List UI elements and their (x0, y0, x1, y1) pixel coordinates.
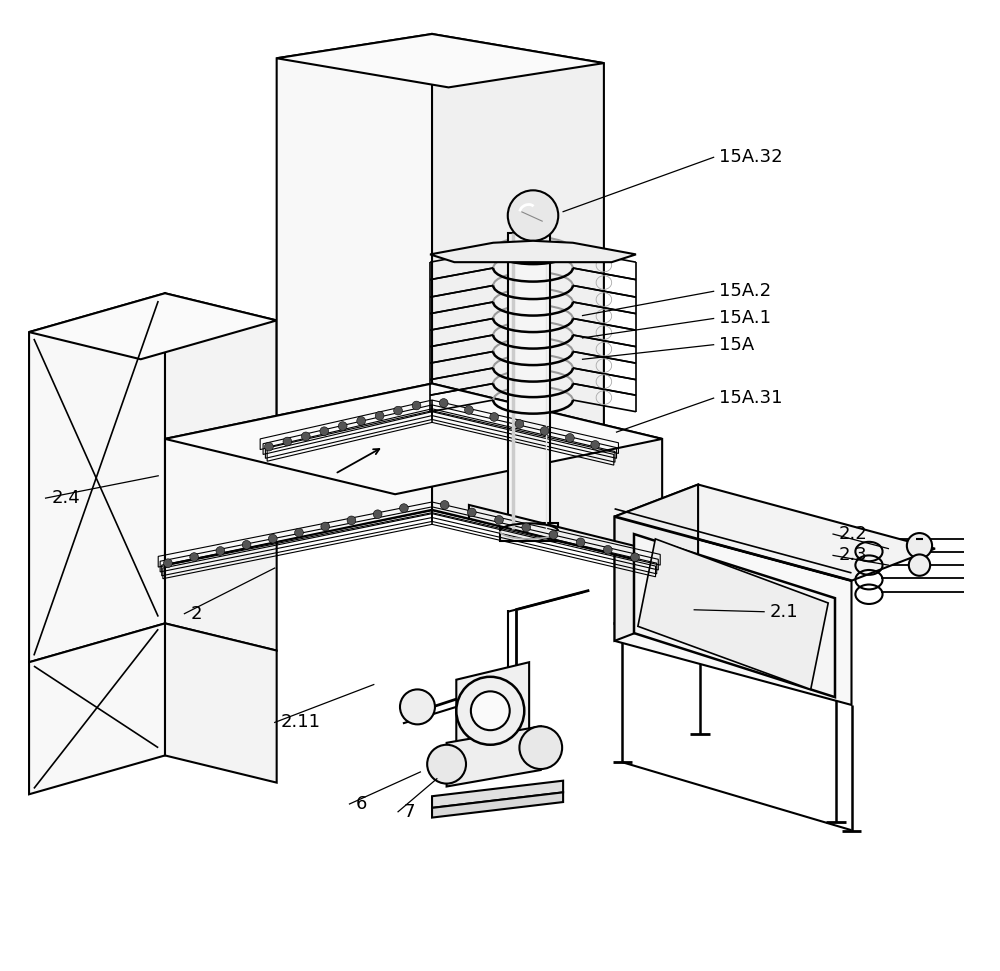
Polygon shape (638, 539, 828, 689)
Polygon shape (615, 485, 698, 641)
Circle shape (566, 433, 574, 443)
Circle shape (495, 516, 503, 524)
Circle shape (440, 501, 449, 510)
Text: 2.11: 2.11 (281, 714, 321, 731)
Circle shape (338, 421, 347, 430)
Polygon shape (277, 34, 432, 461)
Circle shape (320, 427, 329, 436)
Circle shape (268, 534, 277, 543)
Circle shape (631, 552, 639, 561)
Polygon shape (615, 485, 935, 581)
Circle shape (549, 530, 558, 539)
Circle shape (164, 559, 172, 567)
Polygon shape (500, 523, 558, 541)
Text: 2: 2 (190, 605, 202, 622)
Circle shape (190, 552, 199, 561)
Circle shape (427, 745, 466, 784)
Polygon shape (634, 534, 835, 697)
Circle shape (321, 522, 330, 531)
Text: 6: 6 (355, 795, 367, 813)
Polygon shape (456, 662, 529, 748)
Polygon shape (29, 293, 277, 359)
Circle shape (603, 546, 612, 554)
Circle shape (373, 510, 382, 519)
Text: 15A.2: 15A.2 (719, 283, 772, 300)
Circle shape (242, 541, 251, 550)
Circle shape (375, 412, 384, 420)
Circle shape (508, 190, 558, 241)
Circle shape (471, 691, 510, 730)
Polygon shape (469, 505, 665, 567)
Polygon shape (447, 726, 541, 787)
Polygon shape (277, 34, 604, 87)
Circle shape (909, 554, 930, 576)
Circle shape (295, 528, 303, 537)
Circle shape (347, 516, 356, 524)
Circle shape (465, 406, 473, 415)
Circle shape (400, 689, 435, 724)
Circle shape (394, 406, 402, 415)
Text: 2.3: 2.3 (839, 547, 868, 564)
Text: 2.1: 2.1 (770, 603, 799, 620)
Circle shape (540, 426, 549, 435)
Text: 15A.32: 15A.32 (719, 149, 783, 166)
Circle shape (283, 437, 292, 446)
Circle shape (301, 432, 310, 441)
Circle shape (576, 538, 585, 547)
Circle shape (216, 547, 225, 555)
Polygon shape (165, 623, 277, 783)
Circle shape (907, 533, 932, 558)
Polygon shape (432, 34, 604, 463)
Polygon shape (29, 293, 165, 662)
Text: 15A.1: 15A.1 (719, 310, 771, 327)
Circle shape (522, 523, 531, 532)
Circle shape (456, 677, 524, 745)
Polygon shape (165, 384, 662, 494)
Circle shape (591, 441, 600, 450)
Text: 15A: 15A (719, 336, 755, 353)
Circle shape (400, 504, 408, 513)
Text: 7: 7 (404, 803, 415, 820)
Polygon shape (508, 233, 550, 529)
Polygon shape (29, 623, 165, 794)
Circle shape (357, 417, 366, 425)
Polygon shape (432, 781, 563, 808)
Text: 2.4: 2.4 (51, 489, 80, 507)
Circle shape (490, 413, 499, 421)
Polygon shape (615, 517, 852, 705)
Circle shape (519, 726, 562, 769)
Circle shape (412, 401, 421, 410)
Text: 2.2: 2.2 (839, 525, 868, 543)
Polygon shape (165, 293, 277, 651)
Circle shape (515, 419, 524, 428)
Circle shape (467, 508, 476, 517)
Circle shape (439, 399, 448, 408)
Text: 15A.31: 15A.31 (719, 389, 783, 407)
Polygon shape (432, 792, 563, 818)
Polygon shape (165, 384, 432, 565)
Circle shape (265, 443, 273, 451)
Polygon shape (430, 241, 636, 262)
Polygon shape (432, 384, 662, 565)
